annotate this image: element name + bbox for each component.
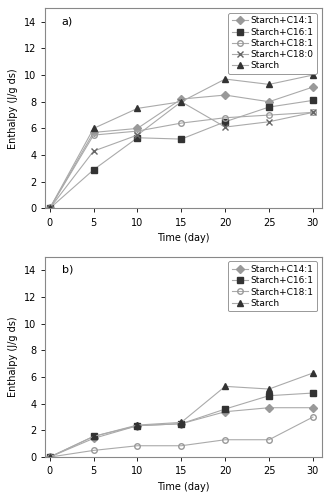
- Starch+C14:1: [267, 404, 271, 410]
- Starch: [91, 434, 95, 440]
- Starch: [48, 206, 52, 212]
- Starch: [179, 98, 183, 104]
- Starch+C16:1: [179, 136, 183, 142]
- Starch: [267, 386, 271, 392]
- Starch+C18:1: [91, 132, 95, 138]
- Starch+C18:1: [135, 128, 139, 134]
- Starch+C16:1: [135, 135, 139, 141]
- Starch: [223, 76, 227, 82]
- Legend: Starch+C14:1, Starch+C16:1, Starch+C18:1, Starch+C18:0, Starch: Starch+C14:1, Starch+C16:1, Starch+C18:1…: [228, 13, 317, 74]
- Line: Starch: Starch: [46, 370, 316, 460]
- Line: Starch+C18:0: Starch+C18:0: [46, 98, 316, 212]
- Line: Starch+C16:1: Starch+C16:1: [47, 390, 316, 460]
- Line: Starch+C16:1: Starch+C16:1: [47, 98, 316, 211]
- Starch+C18:0: [135, 132, 139, 138]
- Starch+C18:1: [223, 436, 227, 442]
- Starch+C14:1: [48, 206, 52, 212]
- Starch+C14:1: [311, 404, 315, 410]
- Starch: [179, 420, 183, 426]
- Starch+C16:1: [91, 434, 95, 440]
- Starch+C14:1: [179, 420, 183, 426]
- Starch+C14:1: [311, 84, 315, 90]
- Starch+C14:1: [91, 436, 95, 442]
- Starch+C18:1: [267, 436, 271, 442]
- Starch: [135, 106, 139, 112]
- Line: Starch+C18:1: Starch+C18:1: [47, 414, 316, 460]
- Starch+C14:1: [223, 92, 227, 98]
- Starch+C18:0: [91, 148, 95, 154]
- Y-axis label: Enthalpy (J/g ds): Enthalpy (J/g ds): [8, 316, 18, 398]
- Starch+C16:1: [311, 98, 315, 103]
- Starch+C18:1: [48, 206, 52, 212]
- Starch: [311, 370, 315, 376]
- Starch+C16:1: [48, 206, 52, 212]
- Starch+C18:0: [223, 124, 227, 130]
- Starch+C14:1: [48, 454, 52, 460]
- Starch+C18:1: [223, 114, 227, 120]
- Starch+C18:1: [91, 448, 95, 454]
- Starch+C18:1: [135, 442, 139, 448]
- Starch+C18:1: [311, 414, 315, 420]
- Starch+C18:1: [267, 112, 271, 118]
- Starch: [223, 384, 227, 390]
- Starch+C16:1: [311, 390, 315, 396]
- Starch+C14:1: [267, 98, 271, 104]
- Legend: Starch+C14:1, Starch+C16:1, Starch+C18:1, Starch: Starch+C14:1, Starch+C16:1, Starch+C18:1…: [228, 262, 317, 312]
- Starch+C16:1: [267, 104, 271, 110]
- Starch: [48, 454, 52, 460]
- Starch+C18:0: [267, 118, 271, 124]
- Starch+C18:1: [179, 120, 183, 126]
- Y-axis label: Enthalpy (J/g ds): Enthalpy (J/g ds): [8, 68, 18, 148]
- Starch+C18:1: [311, 110, 315, 116]
- Starch+C14:1: [179, 96, 183, 102]
- Starch+C16:1: [179, 420, 183, 426]
- Line: Starch+C14:1: Starch+C14:1: [47, 405, 316, 460]
- X-axis label: Time (day): Time (day): [157, 482, 210, 492]
- Line: Starch: Starch: [46, 72, 316, 212]
- Starch+C16:1: [223, 118, 227, 124]
- X-axis label: Time (day): Time (day): [157, 233, 210, 243]
- Starch+C14:1: [135, 126, 139, 132]
- Starch+C18:1: [179, 442, 183, 448]
- Starch+C18:0: [179, 98, 183, 104]
- Starch+C18:0: [311, 110, 315, 116]
- Starch+C14:1: [223, 408, 227, 414]
- Text: a): a): [62, 16, 73, 26]
- Starch+C16:1: [48, 454, 52, 460]
- Starch+C16:1: [267, 392, 271, 398]
- Starch+C18:0: [48, 206, 52, 212]
- Starch: [267, 82, 271, 87]
- Line: Starch+C18:1: Starch+C18:1: [47, 110, 316, 211]
- Starch: [311, 72, 315, 78]
- Starch+C18:1: [48, 454, 52, 460]
- Starch+C16:1: [223, 406, 227, 412]
- Line: Starch+C14:1: Starch+C14:1: [47, 84, 316, 211]
- Starch+C16:1: [91, 167, 95, 173]
- Starch: [91, 126, 95, 132]
- Starch: [135, 422, 139, 428]
- Starch+C14:1: [135, 422, 139, 428]
- Starch+C14:1: [91, 130, 95, 136]
- Text: b): b): [62, 265, 73, 275]
- Starch+C16:1: [135, 422, 139, 428]
